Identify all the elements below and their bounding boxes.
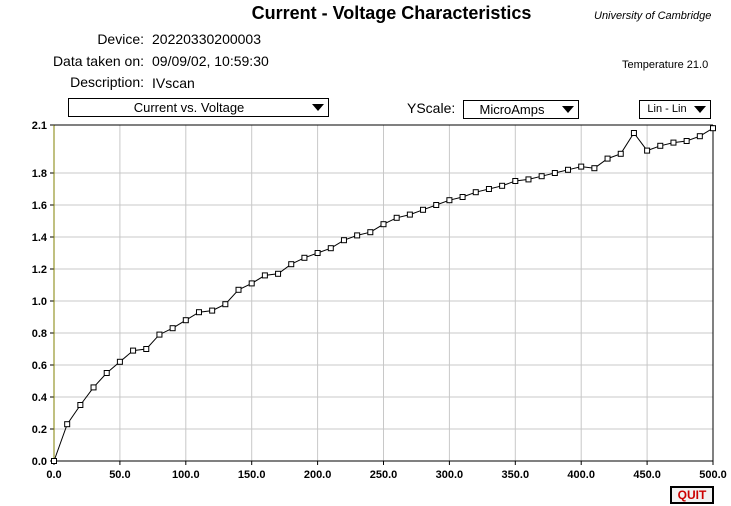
data-point (591, 165, 598, 172)
x-tick-label: 0.0 (46, 469, 61, 481)
data-point (538, 173, 545, 180)
data-point (525, 176, 532, 183)
data-point (512, 178, 519, 184)
y-tick-label: 1.6 (32, 200, 47, 212)
plot-type-value: Current vs. Voltage (133, 100, 245, 115)
data-point (630, 130, 637, 136)
university-name: University of Cambridge (594, 10, 712, 22)
data-point (288, 261, 295, 268)
data-point (696, 133, 703, 140)
y-tick-label: 0.6 (32, 360, 47, 372)
data-point (393, 214, 400, 221)
axis-scale-value: Lin - Lin (647, 103, 687, 115)
data-point (301, 254, 308, 261)
y-tick-label: 0.2 (32, 424, 47, 436)
description-value: IVscan (152, 75, 195, 91)
yscale-value: MicroAmps (479, 102, 545, 117)
plot-type-select[interactable]: Current vs. Voltage (68, 98, 329, 117)
x-tick-label: 350.0 (502, 469, 530, 481)
data-point (182, 317, 189, 324)
x-tick-label: 500.0 (699, 469, 727, 481)
data-point (617, 150, 624, 157)
dropdown-arrow-icon (562, 106, 574, 113)
x-tick-label: 150.0 (238, 469, 266, 481)
chart-title: Current - Voltage Characteristics (251, 3, 532, 23)
yscale-label: YScale: (407, 100, 456, 116)
data-point (446, 197, 453, 204)
data-point (380, 221, 387, 228)
data-point (261, 272, 268, 279)
x-tick-label: 200.0 (304, 469, 332, 481)
data-point (314, 250, 321, 256)
data-point (64, 421, 71, 428)
data-point (130, 347, 137, 354)
data-point (51, 458, 57, 464)
x-tick-label: 450.0 (633, 469, 661, 481)
yscale-select[interactable]: MicroAmps (463, 100, 579, 119)
quit-button[interactable]: QUIT (670, 486, 714, 504)
data-point (222, 301, 229, 308)
data-point (77, 402, 84, 408)
data-point (116, 358, 123, 365)
y-tick-label: 1.8 (32, 168, 47, 180)
data-point (103, 370, 110, 376)
data-point (657, 142, 664, 149)
data-point (169, 325, 176, 332)
data-point (485, 186, 492, 192)
y-tick-label: 2.1 (32, 120, 47, 132)
x-tick-label: 100.0 (172, 469, 200, 481)
dropdown-arrow-icon (694, 106, 706, 113)
x-tick-label: 300.0 (436, 469, 464, 481)
data-point (683, 138, 690, 144)
y-tick-label: 0.8 (32, 328, 47, 340)
data-point (235, 286, 242, 293)
y-tick-label: 0.0 (32, 456, 47, 468)
data-point (644, 147, 651, 154)
x-tick-label: 50.0 (109, 469, 130, 481)
x-tick-label: 250.0 (370, 469, 398, 481)
data-point (354, 232, 361, 239)
x-tick-label: 400.0 (567, 469, 595, 481)
data-point (710, 125, 716, 132)
device-value: 20220330200003 (152, 31, 262, 47)
data-point (670, 139, 677, 146)
dropdown-arrow-icon (312, 104, 324, 111)
data-point (248, 280, 255, 287)
data-point (472, 189, 479, 196)
data-point (156, 331, 163, 338)
data-point (406, 211, 413, 218)
y-tick-label: 1.4 (32, 232, 48, 244)
date-value: 09/09/02, 10:59:30 (152, 53, 269, 69)
data-point (143, 346, 150, 352)
axis-scale-select[interactable]: Lin - Lin (639, 100, 711, 119)
date-label: Data taken on: (52, 53, 144, 69)
data-point (551, 170, 558, 176)
data-point (578, 163, 585, 170)
device-label: Device: (97, 31, 144, 47)
data-point (420, 206, 427, 213)
data-point (433, 202, 440, 208)
y-tick-label: 1.2 (32, 264, 47, 276)
data-point (604, 155, 611, 162)
data-point (565, 166, 572, 173)
data-point (195, 309, 202, 316)
data-point (209, 307, 216, 314)
data-point (367, 229, 374, 236)
temperature-readout: Temperature 21.0 (622, 59, 709, 71)
y-tick-label: 0.4 (32, 392, 48, 404)
data-point (459, 194, 466, 200)
data-point (499, 182, 506, 189)
data-point (327, 245, 334, 252)
data-point (340, 237, 347, 244)
data-point (275, 270, 282, 277)
data-point (90, 384, 97, 391)
description-label: Description: (70, 74, 144, 90)
y-tick-label: 1.0 (32, 296, 47, 308)
